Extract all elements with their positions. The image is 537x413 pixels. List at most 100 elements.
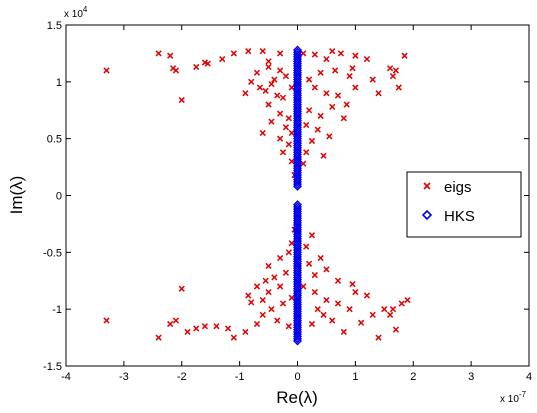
eigs-point	[279, 94, 287, 101]
eigs-point	[253, 69, 261, 76]
eigs-point	[268, 80, 275, 88]
eigs-point	[277, 50, 284, 57]
eigs-point	[285, 249, 292, 256]
eigs-point	[288, 294, 295, 301]
legend: eigs HKS	[406, 171, 522, 238]
eigs-point	[277, 283, 284, 290]
eigs-point	[311, 288, 318, 296]
eigs-point	[317, 254, 324, 262]
hks-point	[293, 45, 302, 55]
eigs-point	[178, 285, 185, 292]
data-points	[103, 45, 411, 346]
eigs-point	[300, 50, 307, 57]
eigs-point	[265, 288, 272, 296]
eigs-point	[242, 328, 249, 336]
eigs-point	[340, 115, 347, 122]
eigs-point	[311, 84, 318, 91]
eigs-point	[334, 92, 342, 99]
x-axis-label: Re(λ)	[276, 388, 318, 407]
eigs-point	[401, 52, 408, 59]
eigs-point	[300, 283, 307, 290]
eigs-point	[219, 55, 226, 63]
x-tick-label: 4	[526, 371, 532, 383]
eigs-point	[303, 243, 310, 250]
eigs-point	[277, 67, 284, 74]
eigs-point	[369, 76, 376, 83]
y-exponent-label: x 104	[64, 5, 88, 20]
x-tick-label: 0	[294, 371, 300, 383]
eigs-point	[352, 288, 359, 296]
eigs-point	[288, 158, 295, 165]
eigs-point	[288, 129, 295, 137]
eigs-point	[337, 50, 345, 57]
y-exponent-power: 4	[83, 5, 88, 14]
eigs-point	[167, 52, 174, 59]
eigs-point	[184, 328, 191, 336]
eigs-point	[389, 73, 397, 80]
eigs-point	[392, 67, 400, 74]
eigs-point	[300, 160, 307, 167]
eigs-point	[178, 96, 185, 104]
eigs-point	[314, 126, 321, 133]
x-tick-label: -3	[119, 371, 129, 383]
eigs-point	[271, 76, 278, 83]
eigs-point	[262, 277, 269, 284]
y-tick-label: 0.5	[47, 134, 62, 146]
eigs-point	[358, 319, 365, 326]
eigs-point	[279, 149, 287, 156]
eigs-point	[323, 55, 330, 63]
y-exponent-base: x 10	[64, 9, 83, 20]
eigs-point	[155, 50, 162, 57]
eigs-point	[392, 326, 400, 333]
eigs-point	[363, 55, 371, 63]
eigs-point	[311, 271, 318, 279]
x-tick-label: 1	[352, 371, 358, 383]
eigs-point	[314, 306, 321, 313]
eigs-point	[103, 317, 110, 324]
eigs-point	[285, 115, 292, 122]
eigs-point	[343, 101, 350, 108]
eigs-point	[265, 101, 272, 108]
eigs-point	[305, 107, 313, 114]
eigs-point	[268, 306, 275, 313]
eigs-point	[230, 334, 237, 341]
eigs-point	[404, 296, 411, 304]
eigs-point	[285, 323, 292, 330]
eigs-point	[274, 92, 281, 99]
y-tick-label: 0	[56, 191, 62, 203]
eigs-point	[398, 300, 405, 307]
eigs-point	[389, 306, 397, 313]
eigs-point	[268, 118, 275, 125]
eigs-point	[308, 320, 316, 328]
eigs-point	[248, 78, 255, 85]
x-tick-label: -1	[235, 371, 245, 383]
legend-hks-marker	[421, 209, 433, 221]
y-tick-label: -1.5	[43, 361, 62, 373]
eigs-point	[320, 152, 327, 159]
eigs-point	[259, 129, 266, 137]
eigs-point	[303, 121, 310, 129]
eigs-point	[204, 60, 211, 67]
eigs-point	[386, 65, 394, 72]
eigs-point	[285, 141, 292, 148]
eigs-point	[340, 328, 347, 336]
eigs-point	[349, 281, 356, 288]
eigs-point	[375, 334, 382, 341]
eigs-point	[242, 90, 249, 97]
eigs-point	[346, 306, 353, 313]
eigs-point	[395, 84, 402, 91]
x-tick-label: -4	[61, 371, 71, 383]
axis-ticks: -4 -3 -2 -1 0 1 2 3 4 -1.5 -1 -0.5 0 0.5 1 1.5	[43, 20, 532, 383]
eigs-point	[167, 320, 174, 328]
eigs-point	[381, 306, 388, 313]
eigs-point	[323, 296, 330, 304]
eigs-point	[277, 254, 284, 262]
eigs-point	[369, 311, 376, 318]
eigs-point	[317, 69, 324, 76]
y-tick-label: -1	[52, 304, 62, 316]
eigs-point	[193, 63, 200, 71]
eigs-point	[303, 149, 310, 156]
eigs-point	[259, 311, 266, 318]
legend-eigs-marker	[423, 182, 431, 190]
